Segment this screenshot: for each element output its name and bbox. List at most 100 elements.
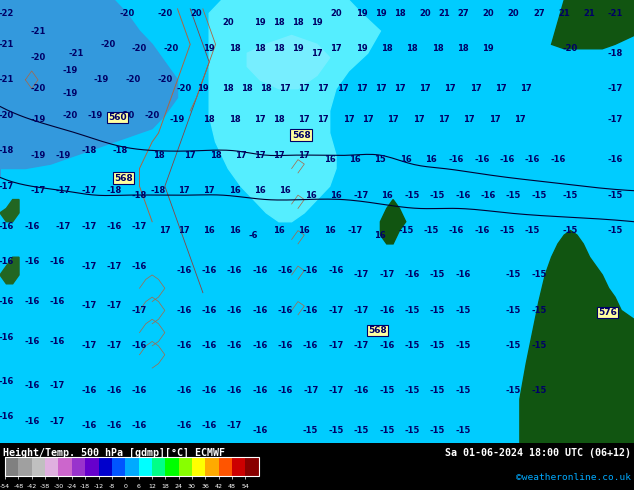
Polygon shape [380, 199, 406, 244]
Polygon shape [0, 199, 19, 221]
Text: -17: -17 [49, 381, 65, 391]
Text: -16: -16 [449, 226, 464, 235]
Text: -15: -15 [531, 306, 547, 315]
Text: -18: -18 [0, 147, 14, 155]
Text: 17: 17 [204, 186, 215, 195]
Text: -16: -16 [0, 257, 14, 266]
Text: -16: -16 [176, 421, 191, 430]
Text: -15: -15 [430, 342, 445, 350]
Text: -20: -20 [126, 75, 141, 84]
Text: -16: -16 [455, 191, 470, 199]
Text: -16: -16 [132, 342, 147, 350]
Text: -17: -17 [354, 306, 369, 315]
Text: -20: -20 [30, 84, 46, 93]
Text: -16: -16 [0, 377, 14, 386]
Text: -17: -17 [379, 270, 394, 279]
Text: 19: 19 [197, 84, 209, 93]
Text: 17: 17 [343, 115, 354, 124]
Text: -20: -20 [157, 75, 172, 84]
Text: 17: 17 [438, 115, 450, 124]
Text: -15: -15 [607, 226, 623, 235]
Text: 17: 17 [337, 84, 348, 93]
Text: 17: 17 [254, 115, 266, 124]
Text: 17: 17 [470, 84, 481, 93]
Text: -16: -16 [49, 257, 65, 266]
Text: -17: -17 [107, 342, 122, 350]
Text: 17: 17 [419, 84, 430, 93]
Text: 568: 568 [292, 131, 311, 140]
Text: 16: 16 [273, 226, 285, 235]
Text: -17: -17 [354, 342, 369, 350]
Text: -17: -17 [607, 84, 623, 93]
Text: -15: -15 [303, 426, 318, 435]
Text: -16: -16 [303, 266, 318, 275]
Text: 27: 27 [533, 9, 545, 18]
Text: 16: 16 [204, 226, 215, 235]
Text: -20: -20 [0, 111, 14, 120]
Text: -16: -16 [202, 421, 217, 430]
Text: 18: 18 [406, 44, 418, 53]
Text: -16: -16 [379, 306, 394, 315]
Text: -19: -19 [30, 151, 46, 160]
Text: -18: -18 [132, 191, 147, 199]
Text: -16: -16 [202, 306, 217, 315]
Text: 17: 17 [184, 151, 196, 160]
Text: 576: 576 [598, 308, 617, 317]
Text: 16: 16 [280, 186, 291, 195]
Text: 16: 16 [229, 186, 240, 195]
Text: -16: -16 [303, 306, 318, 315]
Text: -16: -16 [24, 381, 39, 391]
Text: 18: 18 [273, 115, 285, 124]
Text: 18: 18 [273, 44, 285, 53]
Text: -17: -17 [81, 262, 96, 270]
Text: 21: 21 [559, 9, 570, 18]
Text: -16: -16 [252, 426, 268, 435]
Text: 17: 17 [235, 151, 247, 160]
Text: -16: -16 [474, 155, 489, 164]
Text: 18: 18 [273, 18, 285, 26]
Text: 16: 16 [381, 191, 392, 199]
Text: -19: -19 [62, 67, 77, 75]
Text: 18: 18 [381, 44, 392, 53]
Text: 17: 17 [444, 84, 456, 93]
Text: 18: 18 [394, 9, 405, 18]
Text: -15: -15 [563, 226, 578, 235]
Text: 17: 17 [318, 115, 329, 124]
Text: 17: 17 [463, 115, 475, 124]
Text: -20: -20 [145, 111, 160, 120]
Text: 27: 27 [457, 9, 469, 18]
Text: 19: 19 [482, 44, 494, 53]
Text: -16: -16 [81, 421, 96, 430]
Text: -20: -20 [62, 111, 77, 120]
Text: -15: -15 [455, 426, 470, 435]
Text: ©weatheronline.co.uk: ©weatheronline.co.uk [516, 473, 631, 482]
Text: -16: -16 [227, 266, 242, 275]
Text: -21: -21 [0, 40, 14, 49]
Polygon shape [0, 0, 178, 177]
Text: -17: -17 [56, 221, 71, 231]
Text: -17: -17 [328, 386, 344, 395]
Text: -19: -19 [62, 89, 77, 98]
Text: -15: -15 [455, 306, 470, 315]
Text: -16: -16 [278, 342, 293, 350]
Text: -16: -16 [525, 155, 540, 164]
Text: -15: -15 [607, 191, 623, 199]
Text: 17: 17 [394, 84, 405, 93]
Text: -20: -20 [157, 9, 172, 18]
Text: -15: -15 [531, 270, 547, 279]
Text: -15: -15 [354, 426, 369, 435]
Text: -17: -17 [81, 186, 96, 195]
Text: -16: -16 [132, 262, 147, 270]
Text: -16: -16 [0, 221, 14, 231]
Text: -15: -15 [531, 342, 547, 350]
Text: -16: -16 [24, 297, 39, 306]
Text: -17: -17 [132, 221, 147, 231]
Text: -16: -16 [24, 337, 39, 346]
Text: 19: 19 [356, 9, 367, 18]
Text: -18: -18 [113, 147, 128, 155]
Text: 20: 20 [223, 18, 234, 26]
Text: -15: -15 [404, 426, 420, 435]
Text: -16: -16 [278, 386, 293, 395]
Text: 17: 17 [311, 49, 323, 58]
Text: -17: -17 [303, 386, 318, 395]
